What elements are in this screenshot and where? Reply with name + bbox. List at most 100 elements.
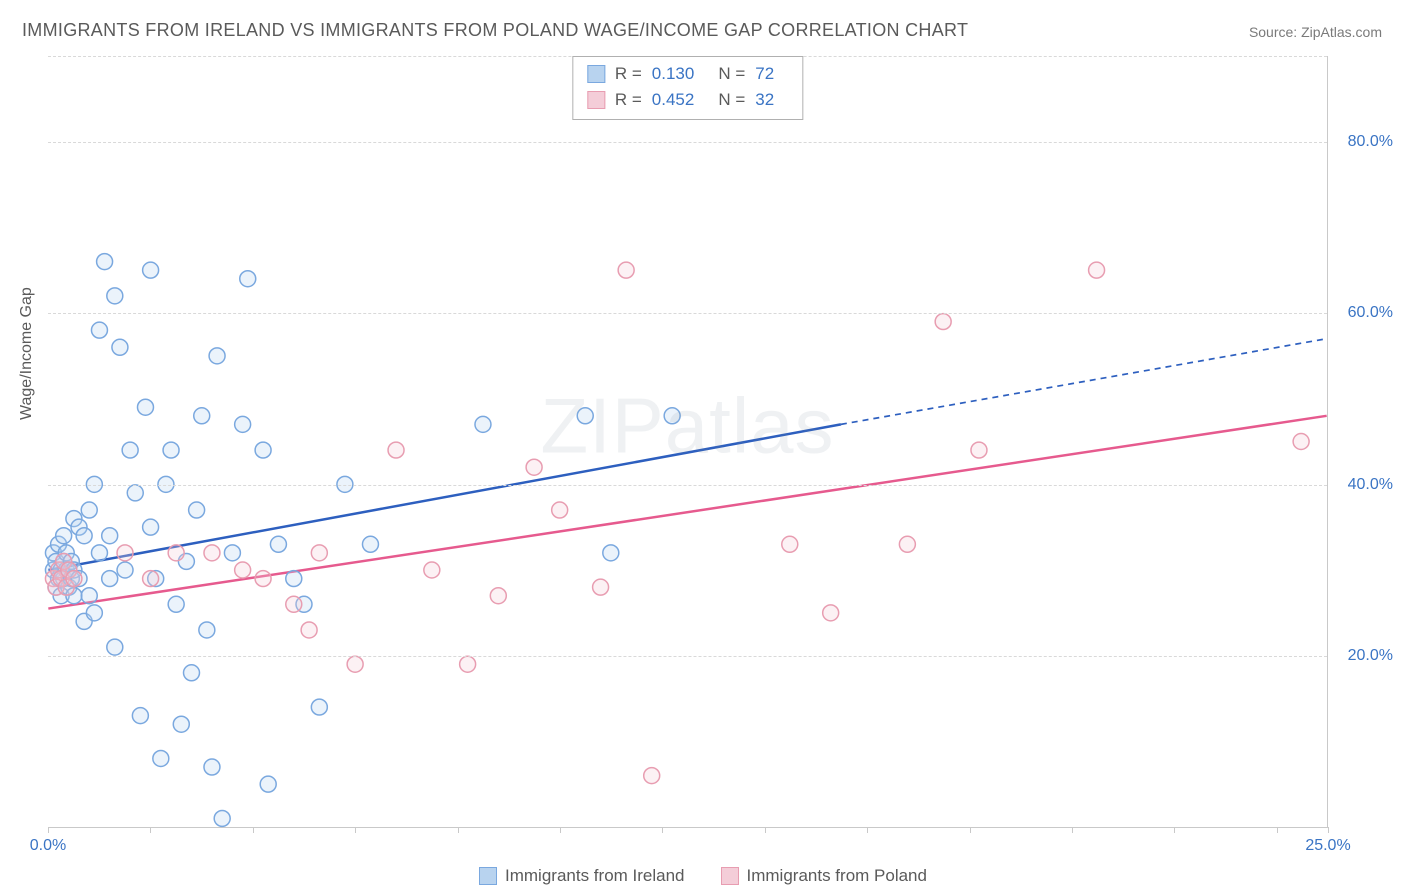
scatter-point — [76, 528, 92, 544]
scatter-point — [460, 656, 476, 672]
scatter-point — [184, 665, 200, 681]
scatter-point — [81, 502, 97, 518]
scatter-point — [971, 442, 987, 458]
scatter-point — [127, 485, 143, 501]
chart-title: IMMIGRANTS FROM IRELAND VS IMMIGRANTS FR… — [22, 20, 968, 41]
scatter-point — [240, 271, 256, 287]
x-tick — [970, 827, 971, 833]
scatter-point — [311, 699, 327, 715]
stats-row-ireland: R = 0.130 N = 72 — [587, 61, 788, 87]
scatter-point — [209, 348, 225, 364]
n-label: N = — [718, 61, 745, 87]
scatter-point — [424, 562, 440, 578]
x-tick — [765, 827, 766, 833]
n-value-poland: 32 — [755, 87, 774, 113]
scatter-point — [224, 545, 240, 561]
scatter-point — [899, 536, 915, 552]
scatter-point — [552, 502, 568, 518]
legend-bottom: Immigrants from Ireland Immigrants from … — [0, 866, 1406, 886]
r-label: R = — [615, 61, 642, 87]
scatter-point — [388, 442, 404, 458]
scatter-point — [286, 596, 302, 612]
x-tick — [1072, 827, 1073, 833]
scatter-point — [112, 339, 128, 355]
scatter-point — [475, 416, 491, 432]
scatter-point — [86, 605, 102, 621]
y-tick-label: 60.0% — [1333, 304, 1393, 322]
scatter-point — [204, 759, 220, 775]
scatter-point — [311, 545, 327, 561]
scatter-point — [362, 536, 378, 552]
scatter-point — [301, 622, 317, 638]
scatter-point — [286, 571, 302, 587]
scatter-point — [66, 571, 82, 587]
x-tick — [1328, 827, 1329, 833]
scatter-point — [235, 562, 251, 578]
scatter-point — [255, 571, 271, 587]
scatter-point — [143, 571, 159, 587]
y-axis-label: Wage/Income Gap — [18, 287, 36, 420]
source-label: Source: ZipAtlas.com — [1249, 24, 1382, 40]
scatter-point — [255, 442, 271, 458]
scatter-point — [107, 288, 123, 304]
y-tick-label: 80.0% — [1333, 133, 1393, 151]
scatter-point — [143, 262, 159, 278]
gridline-h — [48, 656, 1327, 657]
r-label: R = — [615, 87, 642, 113]
x-tick — [355, 827, 356, 833]
stats-row-poland: R = 0.452 N = 32 — [587, 87, 788, 113]
y-tick-label: 40.0% — [1333, 476, 1393, 494]
scatter-point — [107, 639, 123, 655]
r-value-ireland: 0.130 — [652, 61, 695, 87]
scatter-point — [1293, 434, 1309, 450]
gridline-h — [48, 142, 1327, 143]
gridline-h — [48, 485, 1327, 486]
x-tick — [458, 827, 459, 833]
scatter-point — [194, 408, 210, 424]
scatter-point — [214, 810, 230, 826]
scatter-point — [56, 528, 72, 544]
scatter-point — [782, 536, 798, 552]
r-value-poland: 0.452 — [652, 87, 695, 113]
x-tick — [1277, 827, 1278, 833]
scatter-point — [168, 545, 184, 561]
scatter-point — [823, 605, 839, 621]
scatter-point — [163, 442, 179, 458]
scatter-point — [102, 528, 118, 544]
legend-label-poland: Immigrants from Poland — [747, 866, 927, 886]
x-tick — [662, 827, 663, 833]
scatter-point — [260, 776, 276, 792]
plot-area: ZIPatlas R = 0.130 N = 72 R = 0.452 N = … — [48, 56, 1328, 828]
scatter-point — [143, 519, 159, 535]
scatter-point — [644, 768, 660, 784]
legend-item-poland: Immigrants from Poland — [721, 866, 927, 886]
scatter-point — [935, 314, 951, 330]
scatter-point — [199, 622, 215, 638]
scatter-point — [102, 571, 118, 587]
y-tick-label: 20.0% — [1333, 647, 1393, 665]
legend-item-ireland: Immigrants from Ireland — [479, 866, 685, 886]
scatter-point — [117, 562, 133, 578]
scatter-point — [168, 596, 184, 612]
scatter-point — [91, 322, 107, 338]
scatter-point — [1089, 262, 1105, 278]
x-tick — [560, 827, 561, 833]
n-value-ireland: 72 — [755, 61, 774, 87]
x-tick-label: 0.0% — [30, 837, 66, 855]
scatter-points-layer — [48, 56, 1327, 827]
swatch-poland — [587, 91, 605, 109]
x-tick — [48, 827, 49, 833]
scatter-point — [153, 750, 169, 766]
scatter-point — [189, 502, 205, 518]
scatter-point — [81, 588, 97, 604]
scatter-point — [603, 545, 619, 561]
scatter-point — [235, 416, 251, 432]
x-tick — [867, 827, 868, 833]
scatter-point — [618, 262, 634, 278]
swatch-poland — [721, 867, 739, 885]
scatter-point — [117, 545, 133, 561]
x-tick — [150, 827, 151, 833]
stats-legend-box: R = 0.130 N = 72 R = 0.452 N = 32 — [572, 56, 803, 120]
scatter-point — [593, 579, 609, 595]
scatter-point — [97, 254, 113, 270]
